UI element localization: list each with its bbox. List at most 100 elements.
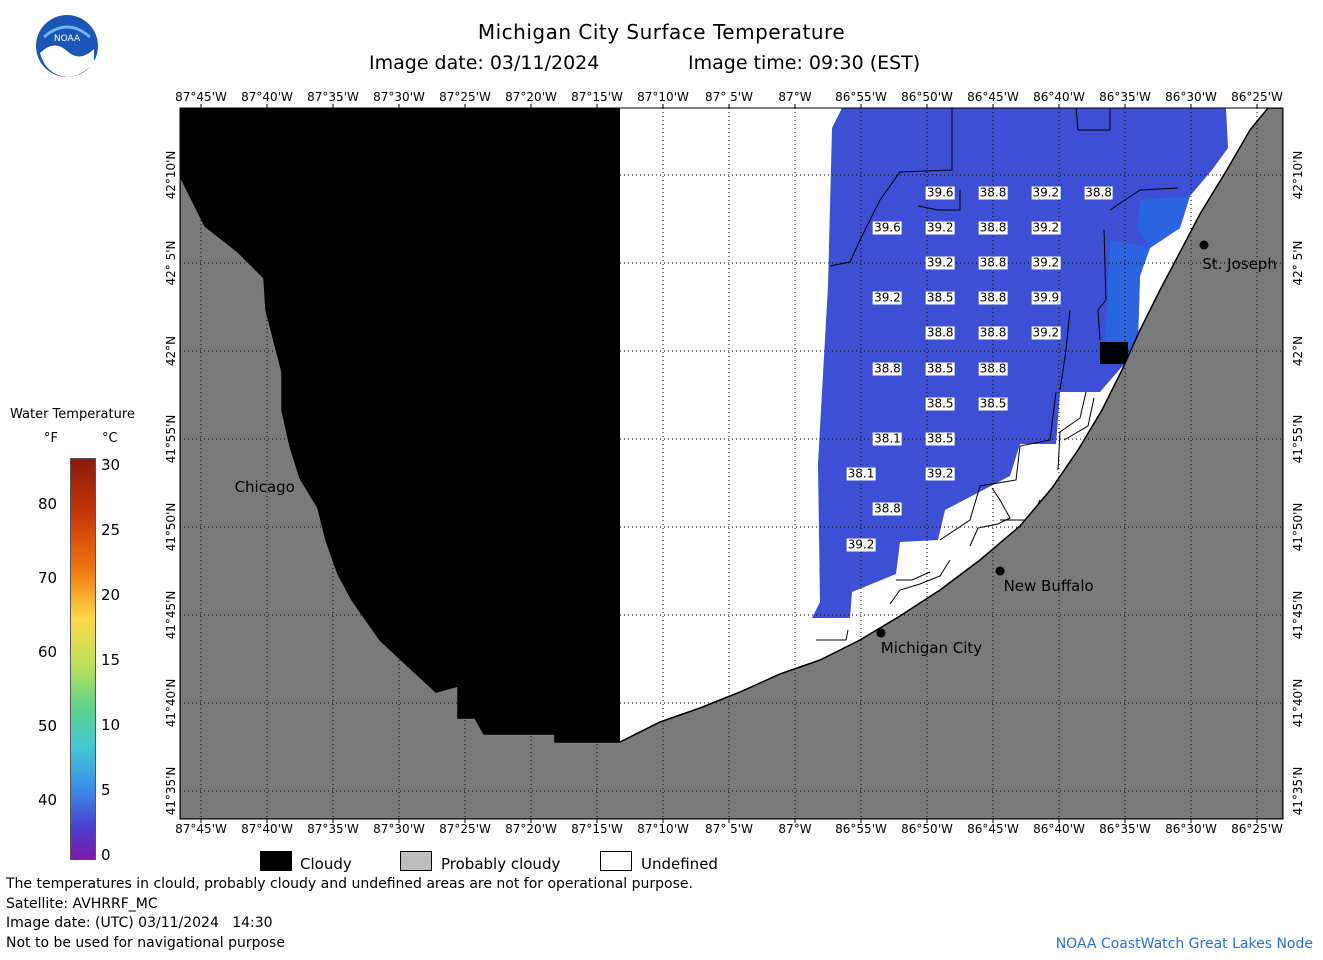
lon-tick-label: 86°35'W	[1099, 822, 1151, 836]
temperature-value: 39.9	[1031, 290, 1061, 305]
image-time: Image time: 09:30 (EST)	[688, 52, 921, 74]
shore-cloud-patch	[1100, 342, 1128, 364]
colorbar-c-tick: 5	[101, 781, 111, 799]
map-frame	[179, 107, 1284, 820]
temperature-value: 38.5	[925, 290, 955, 305]
credit-text: NOAA CoastWatch Great Lakes Node	[1055, 936, 1313, 952]
legend-probably-cloudy-swatch	[400, 851, 432, 871]
city-dot	[302, 469, 312, 479]
temperature-value: 39.2	[846, 537, 876, 552]
satellite-text: Satellite: AVHRRF_MC	[6, 896, 158, 912]
temperature-value: 39.2	[1031, 255, 1061, 270]
temperature-value: 38.8	[1084, 185, 1113, 200]
city-label: Chicago	[234, 478, 295, 497]
lat-tick-label: 41°50'N	[164, 502, 178, 552]
legend-undefined-swatch	[600, 851, 632, 871]
city-label: New Buffalo	[1003, 577, 1094, 595]
lat-tick-label: 41°40'N	[1291, 678, 1305, 728]
lat-tick-label: 42°10'N	[1291, 150, 1305, 200]
temperature-value: 39.2	[1031, 220, 1061, 235]
utc-date-text: Image date: (UTC) 03/11/2024 14:30	[6, 915, 273, 931]
city-dot	[876, 628, 886, 638]
temperature-value: 39.2	[1031, 325, 1061, 340]
lon-tick-label: 86°30'W	[1165, 822, 1217, 836]
lat-tick-label: 42°10'N	[164, 150, 178, 200]
temperature-value: 39.2	[925, 255, 955, 270]
lon-tick-label: 86°25'W	[1231, 822, 1283, 836]
lat-tick-label: 41°55'N	[164, 414, 178, 464]
city-label: Michigan City	[880, 638, 983, 657]
lon-tick-label: 87°25'W	[439, 822, 491, 836]
city-dot	[995, 566, 1005, 576]
lon-tick-label: 87°25'W	[439, 90, 491, 104]
lon-tick-label: 87°10'W	[637, 822, 689, 836]
lon-tick-label: 87° 5'W	[705, 822, 753, 836]
navigation-warning: Not to be used for navigational purpose	[6, 935, 285, 951]
colorbar-c-tick: 20	[101, 586, 121, 604]
water-temp-area	[812, 108, 1228, 618]
lat-tick-label: 42° 5'N	[164, 240, 178, 286]
lon-tick-label: 87°35'W	[307, 90, 359, 104]
colorbar-title: Water Temperature	[10, 407, 135, 422]
lat-tick-label: 42° 5'N	[1291, 240, 1305, 286]
colorbar-f-tick: 60	[38, 643, 58, 661]
lat-tick-label: 41°45'N	[164, 590, 178, 640]
colorbar-f-tick: 70	[38, 569, 58, 587]
colorbar-c-tick: 0	[101, 846, 111, 864]
lon-tick-label: 87°40'W	[241, 822, 293, 836]
temperature-value: 38.8	[978, 361, 1008, 376]
lon-tick-label: 87°45'W	[175, 822, 227, 836]
isotherms	[816, 108, 1179, 641]
lon-tick-label: 87°15'W	[571, 822, 623, 836]
land-area	[180, 108, 1283, 819]
colorbar-c-tick: 25	[101, 521, 121, 539]
lat-tick-label: 41°45'N	[1291, 590, 1305, 640]
temperature-value: 39.2	[925, 220, 955, 235]
lat-tick-label: 42°N	[1291, 335, 1305, 367]
lon-tick-label: 87°W	[778, 822, 812, 836]
lat-tick-label: 41°40'N	[164, 678, 178, 728]
lon-tick-label: 87°40'W	[241, 90, 293, 104]
legend-probably-cloudy-label: Probably cloudy	[441, 855, 561, 873]
lon-tick-label: 86°40'W	[1033, 822, 1085, 836]
lon-tick-label: 87°20'W	[505, 822, 557, 836]
lat-tick-label: 42°N	[164, 335, 178, 367]
lon-tick-label: 87°W	[778, 90, 812, 104]
lon-tick-label: 86°55'W	[835, 822, 887, 836]
lat-tick-label: 41°35'N	[1291, 766, 1305, 816]
colorbar-c-tick: 10	[101, 716, 121, 734]
colorbar-f-tick: 80	[38, 495, 58, 513]
lat-tick-label: 41°35'N	[164, 766, 178, 816]
lon-tick-label: 86°30'W	[1165, 90, 1217, 104]
temperature-value: 39.2	[925, 466, 955, 481]
lon-tick-label: 86°35'W	[1099, 90, 1151, 104]
temperature-value: 38.8	[873, 361, 902, 376]
disclaimer-text: The temperatures in clould, probably clo…	[6, 876, 693, 892]
graticule	[180, 108, 1283, 819]
colorbar	[70, 458, 96, 860]
logo-text: NOAA	[54, 34, 81, 44]
temperature-value: 38.8	[873, 501, 902, 516]
temperature-value: 39.2	[1031, 185, 1061, 200]
lon-tick-label: 86°25'W	[1231, 90, 1283, 104]
lon-tick-label: 87°15'W	[571, 90, 623, 104]
lon-tick-label: 87°30'W	[373, 90, 425, 104]
noaa-logo: NOAA	[34, 13, 100, 79]
colorbar-c-tick: 15	[101, 651, 121, 669]
temperature-value: 38.5	[978, 396, 1008, 411]
legend-undefined-label: Undefined	[641, 855, 718, 873]
colorbar-f-tick: 50	[38, 717, 58, 735]
lon-tick-label: 87° 5'W	[705, 90, 753, 104]
lat-tick-label: 41°50'N	[1291, 502, 1305, 552]
temperature-value: 38.5	[925, 396, 955, 411]
colorbar-unit-f: °F	[44, 431, 58, 446]
city-dot	[1199, 240, 1209, 250]
temperature-value: 38.8	[978, 185, 1008, 200]
page-title: Michigan City Surface Temperature	[477, 20, 846, 44]
lon-tick-label: 86°50'W	[901, 90, 953, 104]
temperature-value: 39.2	[873, 290, 902, 305]
temperature-value: 38.1	[846, 466, 876, 481]
temperature-value: 38.8	[978, 290, 1008, 305]
temperature-value: 38.5	[925, 431, 955, 446]
temperature-value: 38.8	[925, 325, 955, 340]
